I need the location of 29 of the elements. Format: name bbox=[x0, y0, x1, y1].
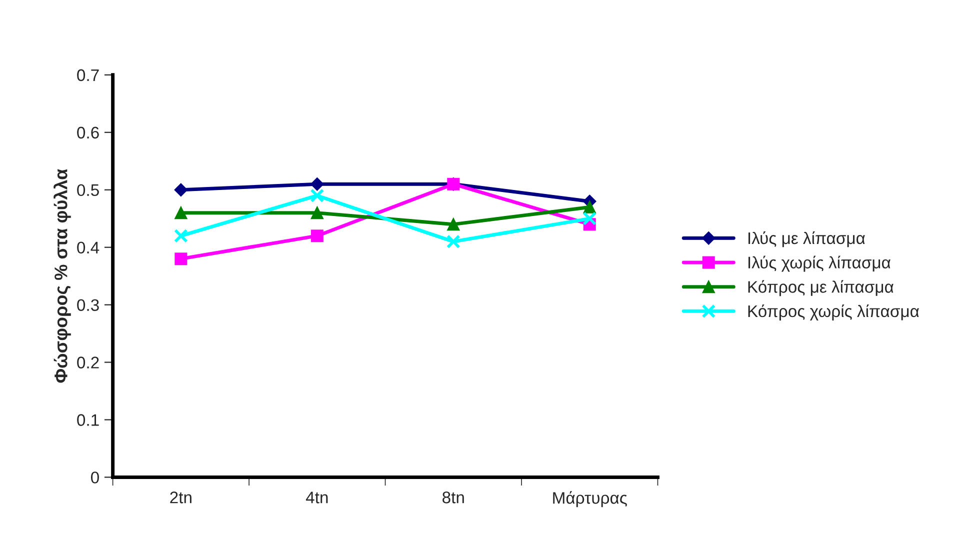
point bbox=[310, 206, 324, 220]
legend-label: Ιλύς χωρίς λίπασμα bbox=[748, 256, 890, 272]
point bbox=[582, 212, 597, 226]
point bbox=[583, 200, 596, 214]
point bbox=[174, 206, 188, 220]
point bbox=[174, 183, 188, 196]
point bbox=[310, 188, 324, 203]
point bbox=[174, 252, 188, 266]
legend-label: Κόπρος με λίπασμα bbox=[748, 280, 894, 296]
legend-label: Ιλύς με λίπασμα bbox=[748, 231, 865, 248]
point bbox=[446, 234, 460, 249]
y-tick-label: 0.5 bbox=[77, 184, 99, 196]
legend-label: Κόπρος χωρίς λίπασμα bbox=[748, 304, 919, 320]
point bbox=[310, 230, 324, 242]
y-tick-label: 0.1 bbox=[77, 414, 99, 426]
y-axis-title: Φώσφορος % στα φύλλα bbox=[54, 169, 71, 383]
y-tick-label: 0.7 bbox=[77, 69, 99, 82]
x-tick-label: 8tn bbox=[442, 492, 464, 504]
y-tick-label: 0.3 bbox=[77, 299, 99, 311]
point bbox=[310, 178, 324, 191]
y-tick-label: 0.4 bbox=[77, 242, 100, 254]
x-tick-label: Μάρτυρας bbox=[553, 491, 627, 508]
point bbox=[447, 218, 460, 231]
x-tick-label: 2tn bbox=[170, 492, 192, 504]
y-tick-label: 0 bbox=[90, 472, 99, 484]
y-tick-label: 0.6 bbox=[77, 126, 99, 139]
y-tick-label: 0.2 bbox=[77, 356, 99, 368]
point bbox=[174, 228, 188, 243]
x-tick-label: 4tn bbox=[306, 492, 328, 504]
